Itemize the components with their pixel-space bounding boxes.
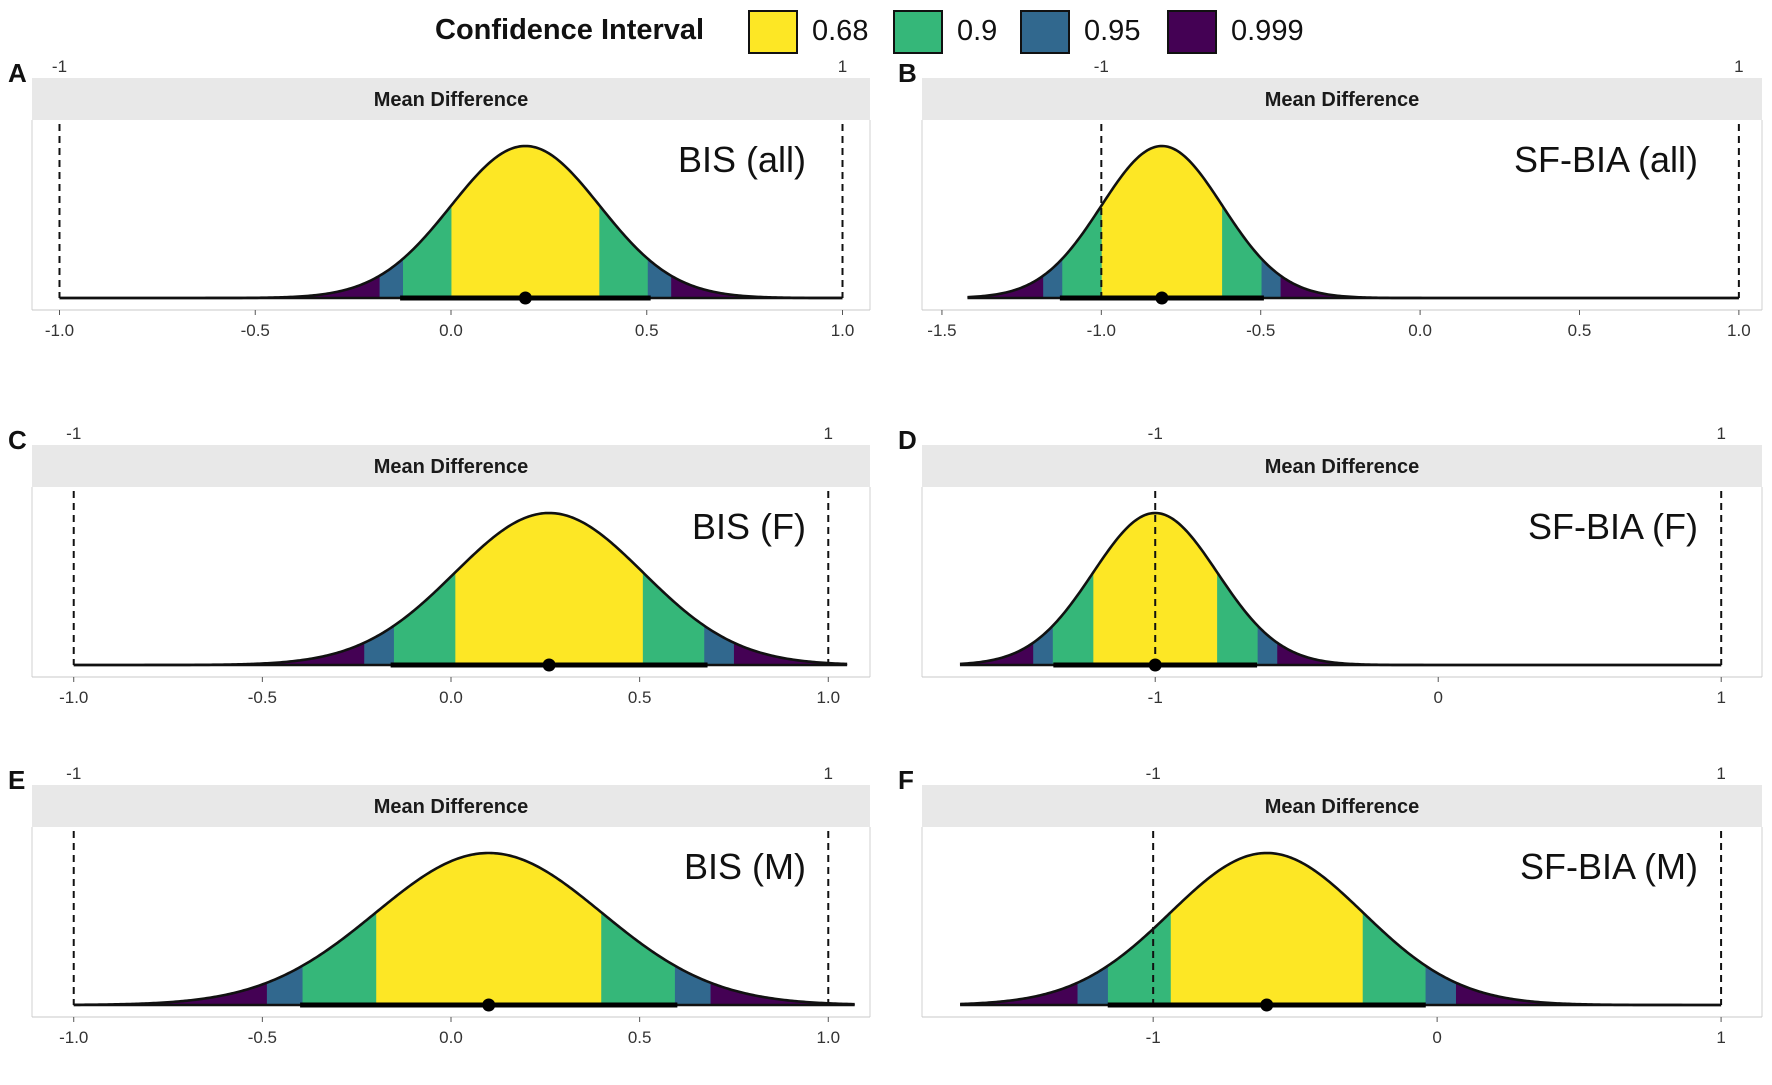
x-tick-label: 1.0: [816, 1028, 840, 1047]
x-tick-label: 1: [1716, 1028, 1725, 1047]
mean-point: [518, 291, 532, 305]
x-tick-label: -1.5: [927, 321, 956, 340]
x-tick-label: -0.5: [248, 1028, 277, 1047]
panel-e-plot: -1 1 Mean Difference BIS (M) -1.0 -0.5 0.0 0.5 1…: [31, 764, 871, 1047]
legend-swatch: [748, 10, 798, 54]
ci-band-0.68: [451, 146, 600, 298]
facet-strip: [32, 785, 870, 827]
top-tick-label: 1: [1734, 57, 1743, 76]
facet-strip: [922, 78, 1762, 120]
x-tick-label: 0.0: [1408, 321, 1432, 340]
density-curve: [73, 851, 855, 1007]
top-tick-label: -1: [66, 424, 81, 443]
x-tick-label: 1.0: [816, 688, 840, 707]
strip-label: Mean Difference: [374, 796, 529, 818]
x-tick-label: -1.0: [45, 321, 74, 340]
panel-annotation: SF-BIA (M): [1520, 846, 1698, 887]
top-tick-label: 1: [838, 57, 847, 76]
strip-label: Mean Difference: [1265, 796, 1420, 818]
mean-point: [1148, 658, 1162, 672]
panel-c: C -1 1 Mean Difference BIS (F) -1.0 -0.5 0.0 0.…: [0, 424, 880, 745]
mean-point: [542, 658, 556, 672]
top-tick-label: -1: [52, 57, 67, 76]
strip-label: Mean Difference: [1265, 89, 1420, 111]
mean-point: [1260, 998, 1274, 1012]
panel-a: A -1 1 Mean Difference BIS (all) -1.0 -0.5 0.0…: [0, 57, 880, 378]
x-tick-label: -1.0: [59, 1028, 88, 1047]
top-tick-label: 1: [824, 764, 833, 783]
facet-strip: [32, 445, 870, 487]
top-tick-label: 1: [824, 424, 833, 443]
x-tick-label: -0.5: [1246, 321, 1275, 340]
x-tick-label: 0.5: [1568, 321, 1592, 340]
legend-label: 0.9: [957, 15, 998, 47]
ci-band-0.68: [1170, 853, 1363, 1005]
x-tick-label: -1: [1146, 1028, 1161, 1047]
x-tick-label: 1: [1716, 688, 1725, 707]
panel-a-plot: -1 1 Mean Difference BIS (all) -1.0 -0.5 0.0 0.…: [31, 57, 871, 340]
top-tick-label: -1: [1146, 764, 1161, 783]
panel-b-plot: -1 1 Mean Difference SF-BIA (all) -1.5 -1.0 -0…: [921, 57, 1763, 340]
legend: Confidence Interval 0.68 0.9 0.95 0.999: [0, 0, 1772, 64]
mean-point: [1155, 291, 1169, 305]
legend-label: 0.999: [1231, 15, 1304, 47]
panel-annotation: SF-BIA (all): [1514, 139, 1698, 180]
panel-annotation: BIS (all): [678, 139, 806, 180]
panel-annotation: BIS (M): [684, 846, 806, 887]
panel-d-plot: -1 1 Mean Difference SF-BIA (F) -1 0 1: [921, 424, 1763, 707]
x-tick-label: 0.0: [439, 321, 463, 340]
x-tick-label: -0.5: [248, 688, 277, 707]
ci-band-0.68: [376, 853, 602, 1005]
panel-letter: B: [898, 58, 917, 88]
panel-f-plot: -1 1 Mean Difference SF-BIA (M) -1 0 1: [921, 764, 1763, 1047]
panel-letter: D: [898, 425, 917, 455]
top-tick-label: -1: [1094, 57, 1109, 76]
x-tick-label: -1.0: [59, 688, 88, 707]
x-tick-label: -1.0: [1087, 321, 1116, 340]
legend-swatch: [893, 10, 943, 54]
panel-e: E -1 1 Mean Difference BIS (M) -1.0 -0.5 0.0 0.…: [0, 764, 880, 1085]
legend-label: 0.95: [1084, 15, 1141, 47]
ci-band-0.68: [1101, 146, 1223, 298]
x-tick-label: 1.0: [1727, 321, 1751, 340]
panel-letter: E: [8, 765, 26, 795]
legend-swatch: [1020, 10, 1070, 54]
top-tick-label: 1: [1716, 764, 1725, 783]
x-tick-label: 1.0: [831, 321, 855, 340]
facet-strip: [922, 445, 1762, 487]
panel-letter: A: [8, 58, 27, 88]
strip-label: Mean Difference: [374, 89, 529, 111]
mean-point: [482, 998, 496, 1012]
x-tick-label: 0.5: [628, 688, 652, 707]
panel-c-plot: -1 1 Mean Difference BIS (F) -1.0 -0.5 0.0 0.5 1…: [31, 424, 871, 707]
facet-strip: [32, 78, 870, 120]
x-tick-label: -1: [1148, 688, 1163, 707]
panel-letter: C: [8, 425, 27, 455]
top-tick-label: -1: [1148, 424, 1163, 443]
x-tick-label: 0: [1433, 688, 1442, 707]
facet-strip: [922, 785, 1762, 827]
strip-label: Mean Difference: [374, 456, 529, 478]
panel-letter: F: [898, 765, 914, 795]
strip-label: Mean Difference: [1265, 456, 1420, 478]
panel-f: F -1 1 Mean Difference SF-BIA (M) -1 0 1: [890, 764, 1772, 1085]
x-tick-label: 0.5: [635, 321, 659, 340]
top-tick-label: -1: [66, 764, 81, 783]
panel-annotation: SF-BIA (F): [1528, 506, 1698, 547]
panel-b: B -1 1 Mean Difference SF-BIA (all) -1.5 -1.0…: [890, 57, 1772, 378]
x-tick-label: 0.0: [439, 1028, 463, 1047]
x-tick-label: 0.5: [628, 1028, 652, 1047]
legend-title: Confidence Interval: [435, 14, 705, 46]
legend-swatch: [1167, 10, 1217, 54]
panel-annotation: BIS (F): [692, 506, 806, 547]
legend-label: 0.68: [812, 15, 869, 47]
ci-band-0.68: [455, 513, 643, 665]
panel-d: D -1 1 Mean Difference SF-BIA (F) -1 0 1: [890, 424, 1772, 745]
x-tick-label: 0.0: [439, 688, 463, 707]
x-tick-label: -0.5: [241, 321, 270, 340]
top-tick-label: 1: [1716, 424, 1725, 443]
x-tick-label: 0: [1432, 1028, 1441, 1047]
